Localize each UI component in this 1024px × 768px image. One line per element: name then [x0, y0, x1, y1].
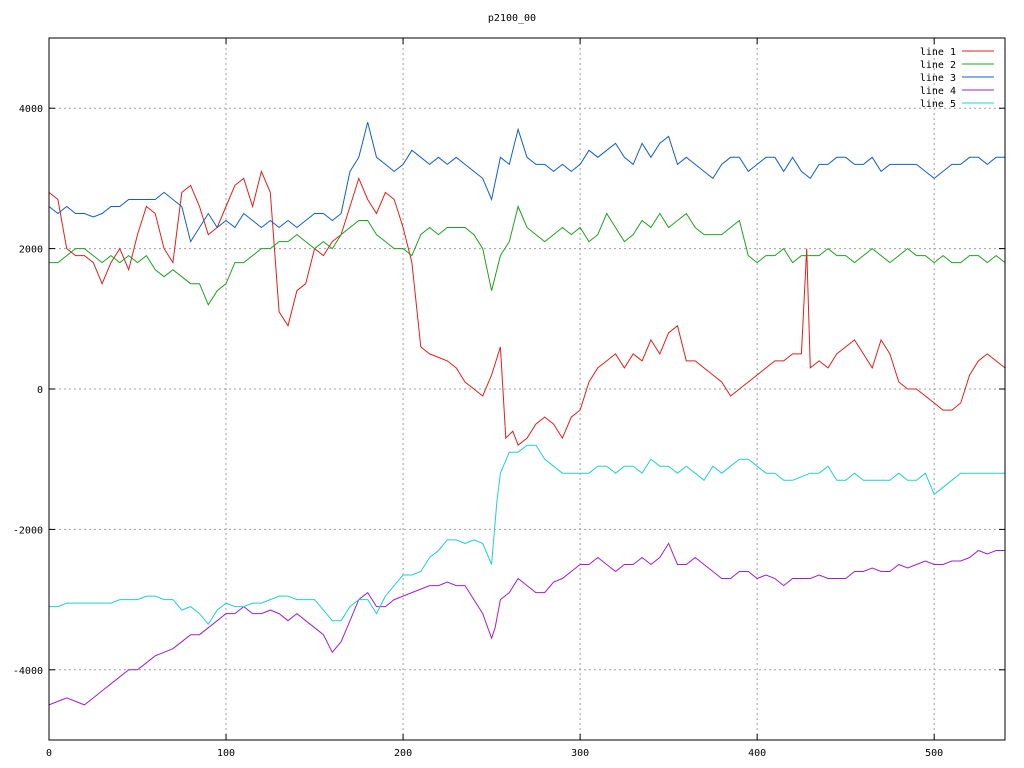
y-tick-label: 2000	[19, 245, 43, 256]
y-tick-label: 0	[37, 385, 43, 396]
series-line-5	[49, 444, 1005, 626]
grid	[49, 38, 1005, 740]
x-tick-label: 200	[394, 748, 412, 759]
series-line-3	[48, 122, 1005, 243]
legend-label: line 5	[920, 99, 956, 110]
x-tick-label: 0	[46, 748, 52, 759]
x-tick-label: 300	[571, 748, 589, 759]
legend-label: line 2	[920, 60, 956, 71]
series-line-2	[49, 204, 1006, 306]
y-tick-label: -2000	[13, 525, 43, 536]
legend-label: line 1	[920, 47, 956, 58]
axis-ticks: 0 100 200 300 400 500 -4000 -2000 0 2000 4000	[13, 38, 1005, 759]
x-tick-label: 100	[217, 748, 235, 759]
series-group	[48, 122, 1006, 706]
legend-label: line 4	[920, 86, 956, 97]
x-tick-label: 500	[925, 748, 943, 759]
x-tick-label: 400	[748, 748, 766, 759]
series-line-4	[48, 542, 1005, 706]
y-tick-label: 4000	[19, 104, 43, 115]
chart-title: p2100_00	[488, 13, 536, 24]
legend: line 1 line 2 line 3 line 4 line 5	[920, 47, 994, 110]
legend-label: line 3	[920, 73, 956, 84]
y-tick-label: -4000	[13, 666, 43, 677]
series-line-1	[48, 169, 1006, 447]
